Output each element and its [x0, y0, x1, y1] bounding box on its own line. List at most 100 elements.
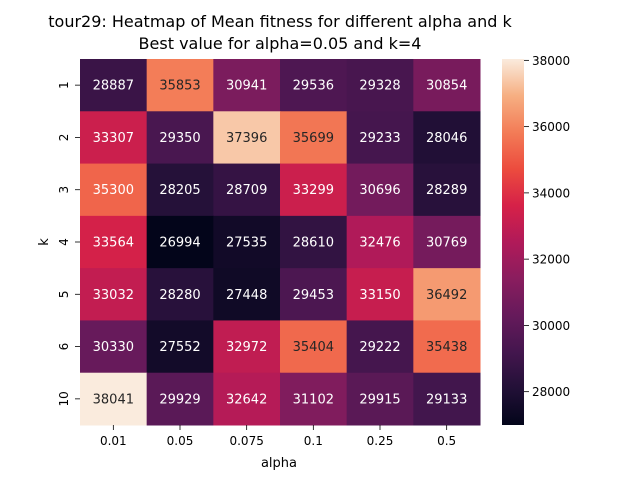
cell-value-label: 37396	[226, 131, 267, 146]
heatmap-cell	[280, 59, 348, 112]
cell-value-label: 28887	[93, 79, 134, 94]
heatmap-cell	[213, 111, 281, 165]
colorbar-ticks: 28000 30000 32000 34000 36000 38000	[524, 54, 570, 399]
heatmap-cell	[146, 215, 214, 269]
cell-value-label: 28046	[426, 131, 467, 146]
cell-value-label: 28280	[159, 288, 200, 303]
y-tick-label: 2	[57, 134, 71, 142]
cell-value-label: 30696	[359, 183, 400, 198]
y-tick-labels: 1 2 3 4 5 6 10	[57, 81, 80, 406]
heatmap-cell	[413, 268, 481, 321]
y-tick-label: 3	[57, 186, 71, 194]
cell-value-label: 29536	[293, 79, 334, 94]
heatmap-cell	[80, 268, 148, 321]
heatmap-cell	[146, 59, 214, 112]
cell-value-label: 29133	[426, 392, 467, 407]
y-tick-label: 1	[57, 81, 71, 89]
heatmap-cell	[413, 320, 481, 374]
cell-value-label: 35853	[159, 79, 200, 94]
colorbar-tick-label: 34000	[532, 186, 570, 200]
cell-value-label: 33032	[93, 288, 134, 303]
heatmap-cell	[80, 320, 148, 374]
cell-value-label: 31102	[293, 392, 334, 407]
cell-value-label: 35699	[293, 131, 334, 146]
heatmap-cell	[146, 111, 214, 165]
heatmap-cell	[413, 372, 481, 426]
heatmap-cell	[146, 163, 214, 217]
cell-value-label: 29328	[359, 79, 400, 94]
cell-value-label: 33150	[359, 288, 400, 303]
colorbar-tick-label: 30000	[532, 319, 570, 333]
heatmap-cell	[280, 163, 348, 217]
y-tick-label: 5	[57, 290, 71, 298]
cell-value-label: 27448	[226, 288, 267, 303]
cell-value-label: 28610	[293, 236, 334, 251]
x-tick-label: 0.05	[167, 434, 194, 448]
heatmap-cell	[346, 372, 414, 426]
cell-value-label: 29915	[359, 392, 400, 407]
cell-value-label: 33307	[93, 131, 134, 146]
chart-subtitle: Best value for alpha=0.05 and k=4	[139, 34, 422, 53]
colorbar-tick-label: 36000	[532, 120, 570, 134]
heatmap-cell	[280, 111, 348, 165]
cell-value-label: 30330	[93, 340, 134, 355]
cell-value-label: 32972	[226, 340, 267, 355]
x-tick-label: 0.25	[367, 434, 394, 448]
cell-value-label: 27552	[159, 340, 200, 355]
cell-value-label: 38041	[93, 392, 134, 407]
heatmap-cell	[80, 111, 148, 165]
heatmap-cell	[346, 59, 414, 112]
heatmap-cell	[213, 163, 281, 217]
colorbar-tick-label: 38000	[532, 54, 570, 68]
heatmap-cell	[213, 268, 281, 321]
cell-value-label: 28205	[159, 183, 200, 198]
heatmap-cell	[213, 215, 281, 269]
heatmap-cell	[346, 163, 414, 217]
cell-value-label: 28289	[426, 183, 467, 198]
cell-value-label: 29453	[293, 288, 334, 303]
cell-value-label: 27535	[226, 236, 267, 251]
chart-title: tour29: Heatmap of Mean fitness for diff…	[48, 12, 512, 31]
colorbar-tick-label: 28000	[532, 385, 570, 399]
heatmap-cell	[213, 372, 281, 426]
cell-value-label: 36492	[426, 288, 467, 303]
x-tick-label: 0.01	[100, 434, 127, 448]
heatmap-cell	[346, 268, 414, 321]
heatmap-cell	[213, 320, 281, 374]
x-tick-label: 0.1	[304, 434, 323, 448]
cell-value-label: 29350	[159, 131, 200, 146]
x-tick-label: 0.5	[437, 434, 456, 448]
heatmap-cell	[80, 59, 148, 112]
cell-value-label: 30769	[426, 236, 467, 251]
heatmap-cell	[413, 59, 481, 112]
heatmap-cell	[280, 372, 348, 426]
cell-value-label: 32476	[359, 236, 400, 251]
heatmap-cell	[146, 372, 214, 426]
y-tick-label: 10	[57, 391, 71, 406]
heatmap-cell	[413, 111, 481, 165]
heatmap-cell	[213, 59, 281, 112]
heatmap-cell	[346, 215, 414, 269]
cell-value-label: 30941	[226, 79, 267, 94]
heatmap-cell	[146, 320, 214, 374]
cell-value-label: 30854	[426, 79, 467, 94]
heatmap-cell	[280, 320, 348, 374]
heatmap-cell	[80, 163, 148, 217]
x-tick-labels: 0.01 0.05 0.075 0.1 0.25 0.5	[100, 425, 456, 448]
cell-value-label: 33299	[293, 183, 334, 198]
heatmap-cell	[280, 268, 348, 321]
cell-value-label: 29929	[159, 392, 200, 407]
cell-value-label: 28709	[226, 183, 267, 198]
cell-value-label: 35300	[93, 183, 134, 198]
heatmap-cell	[346, 320, 414, 374]
cell-value-label: 32642	[226, 392, 267, 407]
cell-value-label: 29233	[359, 131, 400, 146]
x-axis-label: alpha	[261, 456, 297, 471]
heatmap-cell	[413, 163, 481, 217]
cell-value-label: 35404	[293, 340, 334, 355]
heatmap-cell	[280, 215, 348, 269]
cell-value-label: 26994	[159, 236, 200, 251]
y-tick-label: 4	[57, 238, 71, 246]
y-tick-label: 6	[57, 343, 71, 351]
